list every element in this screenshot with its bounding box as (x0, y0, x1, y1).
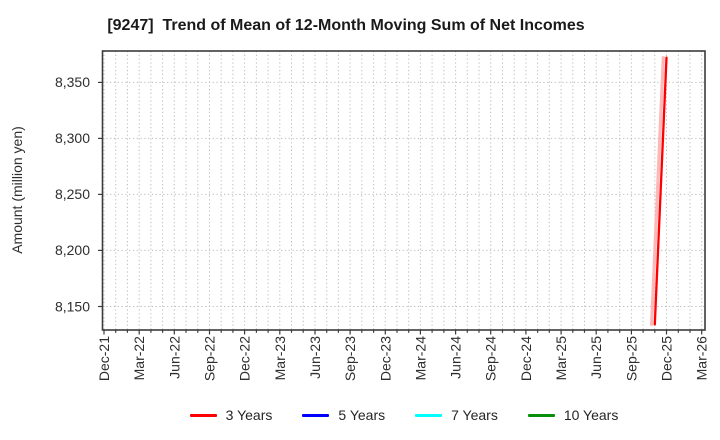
legend-swatch-10-years (527, 413, 555, 417)
x-tick-label: Mar-24 (412, 336, 428, 381)
x-tick-label: Dec-24 (518, 336, 534, 381)
x-tick-label: Mar-26 (694, 336, 710, 381)
chart-title: [9247] Trend of Mean of 12-Month Moving … (107, 17, 585, 34)
legend-label-7-years: 7 Years (451, 407, 498, 423)
legend-swatch-3-years (189, 413, 217, 417)
x-tick-label: Jun-25 (588, 336, 604, 379)
y-tick-label: 8,300 (55, 130, 90, 146)
legend-label-3-years: 3 Years (225, 407, 273, 423)
legend-swatch-7-years (415, 413, 443, 417)
x-tick-label: Sep-22 (202, 336, 218, 381)
legend-item-3-years: 3 Years (189, 407, 273, 423)
x-tick-label: Dec-25 (659, 336, 675, 381)
x-tick-label: Mar-25 (553, 336, 569, 381)
plot-border (101, 50, 706, 331)
x-tick-label: Dec-21 (96, 336, 112, 381)
legend-item-5-years: 5 Years (302, 407, 385, 423)
legend-swatch-5-years (302, 413, 330, 417)
y-tick-label: 8,150 (55, 298, 90, 314)
series-line-3-years (653, 56, 668, 326)
x-tick-label: Mar-23 (272, 336, 288, 381)
legend: 3 Years 5 Years 7 Years 10 Years (103, 403, 705, 427)
x-tick-label: Dec-22 (237, 336, 253, 381)
x-tick-label: Dec-23 (377, 336, 393, 381)
x-tick-label: Sep-24 (483, 336, 499, 381)
x-tick-label: Jun-24 (448, 336, 464, 379)
legend-item-7-years: 7 Years (415, 407, 498, 423)
y-tick-label: 8,250 (55, 186, 90, 202)
x-tick-label: Sep-25 (623, 336, 639, 381)
y-tick-label: 8,200 (55, 242, 90, 258)
y-tick-label: 8,350 (55, 74, 90, 90)
x-tick-label: Sep-23 (342, 336, 358, 381)
legend-item-10-years: 10 Years (527, 407, 619, 423)
x-tick-label: Jun-23 (307, 336, 323, 379)
legend-label-10-years: 10 Years (563, 407, 619, 423)
series-line-shadow-3-years (649, 56, 665, 326)
x-tick-label: Mar-22 (131, 336, 147, 381)
legend-label-5-years: 5 Years (338, 407, 386, 423)
x-tick-label: Jun-22 (166, 336, 182, 379)
